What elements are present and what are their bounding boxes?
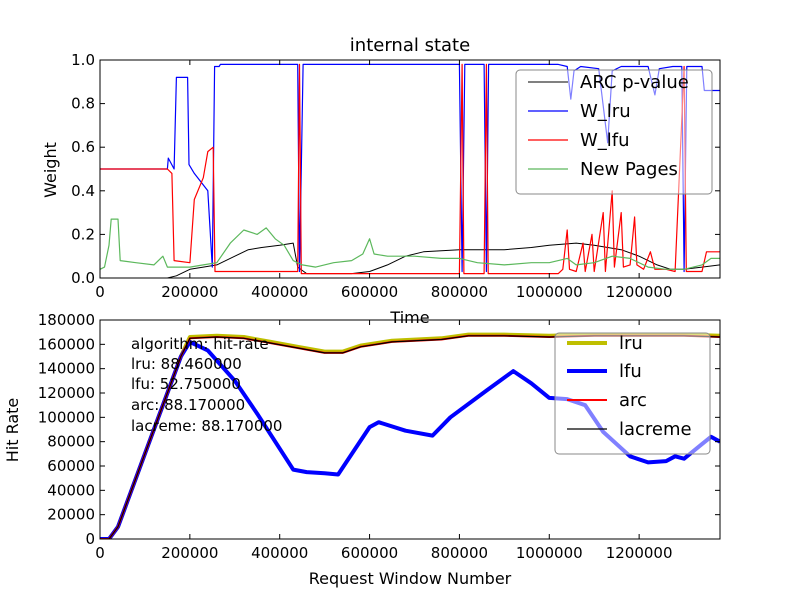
x-tick-label: 800000 [431, 283, 488, 301]
y-tick-label: 20000 [47, 506, 95, 524]
x-tick-label: 400000 [251, 283, 308, 301]
legend-label: ARC p-value [580, 72, 689, 93]
axes: 0 200000 400000 600000 800000 1000000 1200000 0… [38, 311, 721, 562]
series-line-w-lru [100, 63, 720, 273]
y-axis-label: Hit Rate [3, 398, 22, 463]
y-tick-label: 0.8 [71, 95, 95, 113]
legend-label: lacreme [619, 419, 692, 440]
x-tick-label: 600000 [341, 283, 398, 301]
annotation-line: arc: 88.170000 [131, 396, 245, 414]
x-tick-label: 1200000 [606, 544, 673, 562]
legend-label: arc [619, 390, 647, 411]
legend: ARC p-value W_lru W_lfu New Pages [515, 69, 713, 195]
y-tick-label: 0.0 [71, 269, 95, 287]
x-axis-label: Request Window Number [309, 569, 512, 588]
y-tick-label: 160000 [38, 335, 95, 353]
plot-frame [99, 59, 721, 279]
legend: lru lfu arc lacreme [554, 332, 711, 455]
annotation-line: lru: 88.460000 [131, 355, 242, 373]
x-tick-label: 0 [95, 544, 105, 562]
x-tick-label: 0 [95, 283, 105, 301]
y-tick-label: 0.2 [71, 225, 95, 243]
x-tick-label: 400000 [251, 544, 308, 562]
annotation-line: lfu: 52.750000 [131, 375, 241, 393]
annotation-header: algorithm: hit-rate [131, 335, 269, 353]
y-tick-label: 180000 [38, 311, 95, 329]
legend-box [554, 332, 711, 455]
legend-box [515, 69, 713, 195]
annotation-line: lacreme: 88.170000 [131, 417, 282, 435]
y-tick-label: 120000 [38, 384, 95, 402]
plot-area [100, 63, 720, 278]
series-line-new-pages [100, 218, 720, 270]
hit-rate-annotation: algorithm: hit-rate lru: 88.460000 lfu: … [131, 335, 282, 435]
y-tick-label: 0.6 [71, 138, 95, 156]
x-axis-label: Time [389, 308, 429, 327]
y-tick-label: 1.0 [71, 51, 95, 69]
y-tick-label: 140000 [38, 360, 95, 378]
legend-label: W_lfu [580, 130, 630, 151]
y-tick-label: 0 [85, 530, 95, 548]
legend-label: lru [619, 333, 643, 354]
x-tick-label: 1200000 [606, 283, 673, 301]
y-tick-label: 60000 [47, 457, 95, 475]
y-tick-label: 40000 [47, 481, 95, 499]
x-tick-label: 800000 [431, 544, 488, 562]
series-line-lfu [100, 339, 720, 539]
y-tick-label: 0.4 [71, 182, 95, 200]
top-chart: internal state 0 200000 400000 600000 800000… [41, 35, 721, 327]
x-tick-label: 200000 [161, 283, 218, 301]
legend-label: New Pages [580, 159, 678, 180]
x-tick-label: 1000000 [516, 544, 583, 562]
x-tick-label: 600000 [341, 544, 398, 562]
legend-label: lfu [619, 361, 642, 382]
plot-frame [99, 319, 721, 540]
bottom-chart: 0 200000 400000 600000 800000 1000000 1200000 0… [3, 311, 721, 588]
series-line-w-lfu [100, 63, 720, 275]
y-tick-label: 100000 [38, 408, 95, 426]
x-tick-label: 200000 [161, 544, 218, 562]
axes: 0 200000 400000 600000 800000 1000000 1200000 0… [71, 51, 721, 301]
x-tick-label: 1000000 [516, 283, 583, 301]
legend-label: W_lru [580, 101, 631, 122]
y-axis-label: Weight [41, 142, 60, 198]
y-tick-label: 80000 [47, 433, 95, 451]
series-line-arc-p-value [100, 242, 720, 278]
chart-title: internal state [350, 35, 470, 56]
